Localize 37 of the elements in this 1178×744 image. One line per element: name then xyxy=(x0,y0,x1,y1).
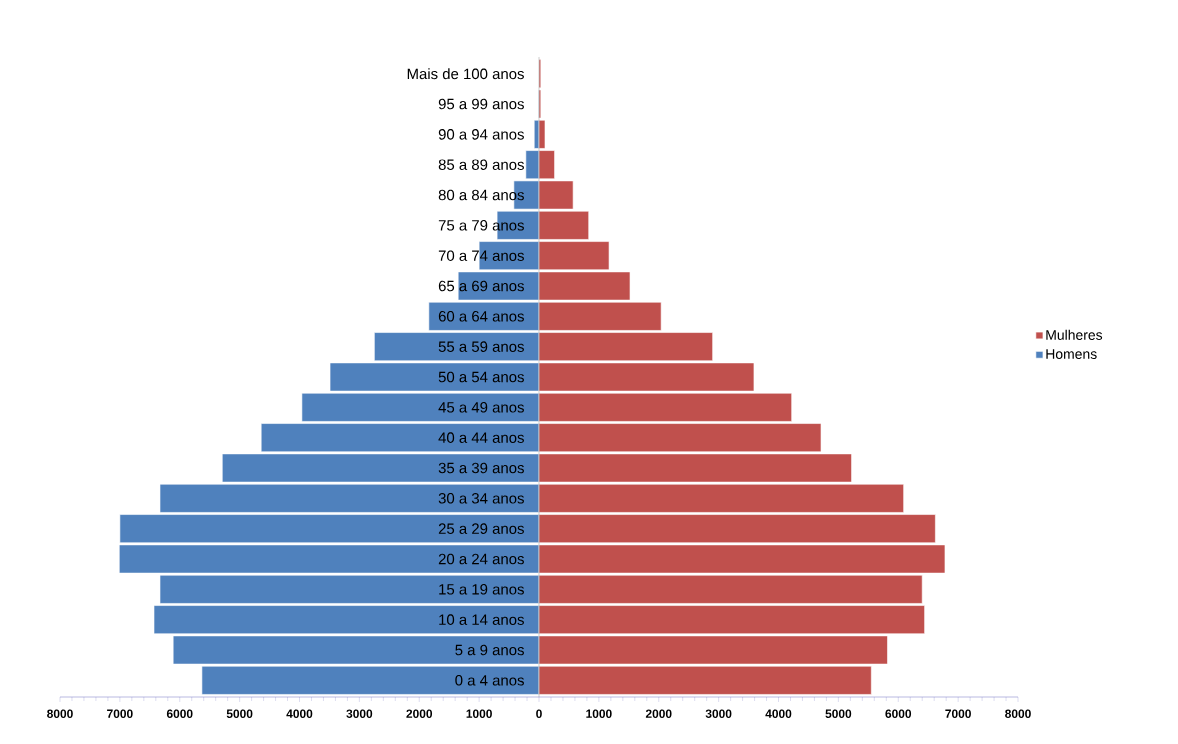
x-tick-label: 5000 xyxy=(825,709,852,718)
y-tick-label: 30 a 34 anos xyxy=(438,493,524,504)
x-tick-label: 3000 xyxy=(346,709,373,718)
x-tick-label: 1000 xyxy=(466,709,492,718)
x-tick-label: 3000 xyxy=(705,709,732,718)
y-tick-label: 35 a 39 anos xyxy=(438,462,524,474)
y-tick-label: 20 a 24 anos xyxy=(438,553,524,565)
x-tick-label: 1000 xyxy=(586,709,612,718)
x-tick-label: 6000 xyxy=(166,709,193,718)
x-tick-label: 7000 xyxy=(107,709,133,718)
x-tick-label: 8000 xyxy=(1005,709,1031,718)
x-tick-label: 2000 xyxy=(645,709,672,718)
x-tick-label: 5000 xyxy=(226,709,253,718)
y-tick-label: 55 a 59 anos xyxy=(438,341,524,352)
y-tick-label: 45 a 49 anos xyxy=(438,402,524,413)
x-tick-label: 2000 xyxy=(406,709,433,718)
x-tick-label: 8000 xyxy=(47,709,73,718)
y-tick-label: 25 a 29 anos xyxy=(438,523,524,534)
y-tick-label: 0 a 4 anos xyxy=(455,675,524,686)
y-tick-label: 10 a 14 anos xyxy=(439,614,524,625)
y-tick-label: 90 a 94 anos xyxy=(438,129,524,140)
x-tick-label: 4000 xyxy=(286,709,313,718)
y-tick-label: 85 a 89 anos xyxy=(438,159,524,170)
y-tick-label: 5 a 9 anos xyxy=(455,644,524,656)
y-tick-label: 15 a 19 anos xyxy=(439,584,524,595)
y-tick-label: 60 a 64 anos xyxy=(438,311,524,322)
y-tick-label: 40 a 44 anos xyxy=(438,432,524,443)
y-tick-label: Mais de 100 anos xyxy=(407,68,524,80)
y-tick-label: 65 a 69 anos xyxy=(438,280,524,292)
y-tick-label: 95 a 99 anos xyxy=(438,98,524,110)
x-tick-label: 7000 xyxy=(945,709,971,718)
y-tick-label: 50 a 54 anos xyxy=(438,371,524,383)
x-tick-label: 6000 xyxy=(885,709,912,718)
x-tick-label: 0 xyxy=(536,709,542,718)
legend-label: Mulheres xyxy=(1046,329,1103,340)
legend-label: Homens xyxy=(1046,349,1097,359)
x-tick-label: 4000 xyxy=(765,709,792,718)
